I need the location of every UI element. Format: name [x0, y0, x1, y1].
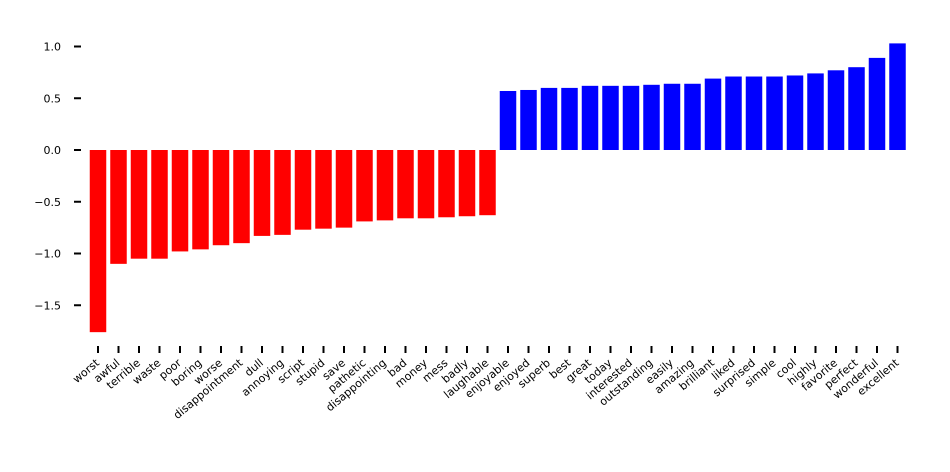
bar-laughable: [479, 150, 496, 216]
bar-badly: [458, 150, 476, 217]
bar-wonderful: [868, 57, 886, 150]
bar-perfect: [848, 67, 865, 150]
bars-group: [89, 43, 906, 333]
bar-great: [581, 85, 599, 150]
y-tick-label: −1.0: [34, 248, 61, 261]
bar-annoying: [274, 150, 291, 235]
y-axis: 1.0 0.5 0.0 −0.5 −1.0 −1.5: [34, 41, 81, 312]
bar-favorite: [827, 70, 845, 150]
bar-worse: [212, 150, 230, 246]
bar-worst: [89, 150, 107, 333]
bar-bad: [397, 150, 414, 219]
bar-superb: [540, 87, 558, 150]
bar-pathetic: [356, 150, 373, 222]
y-tick-label: 0.5: [44, 92, 62, 105]
bar-mess: [438, 150, 455, 218]
y-tick-label: 0.0: [44, 144, 62, 157]
bar-today: [602, 85, 619, 150]
bar-outstanding: [643, 84, 660, 150]
bar-interested: [622, 85, 640, 150]
bar-enjoyed: [520, 89, 537, 150]
bar-best: [561, 87, 578, 150]
bar-boring: [192, 150, 209, 250]
bar-excellent: [889, 43, 906, 150]
x-axis: worstawfulterriblewastepoorboringworsedi…: [70, 346, 902, 422]
bar-disappointing: [376, 150, 394, 221]
bar-awful: [110, 150, 127, 264]
bar-poor: [171, 150, 189, 252]
bar-script: [294, 150, 312, 230]
bar-money: [417, 150, 435, 219]
y-tick-label: −1.5: [34, 299, 61, 312]
bar-dull: [253, 150, 271, 236]
bar-waste: [151, 150, 168, 259]
bar-easily: [663, 83, 681, 150]
bar-terrible: [130, 150, 148, 259]
bar-surprised: [745, 76, 763, 150]
bar-save: [335, 150, 353, 228]
bar-enjoyable: [499, 91, 517, 150]
bar-cool: [786, 75, 804, 150]
bar-highly: [807, 73, 824, 150]
bar-stupid: [315, 150, 332, 229]
bar-amazing: [684, 83, 701, 150]
bar-disappointment: [233, 150, 250, 244]
bar-brilliant: [704, 78, 722, 150]
y-tick-label: 1.0: [44, 41, 62, 54]
y-tick-label: −0.5: [34, 196, 61, 209]
bar-liked: [725, 76, 742, 150]
bar-simple: [766, 76, 783, 150]
